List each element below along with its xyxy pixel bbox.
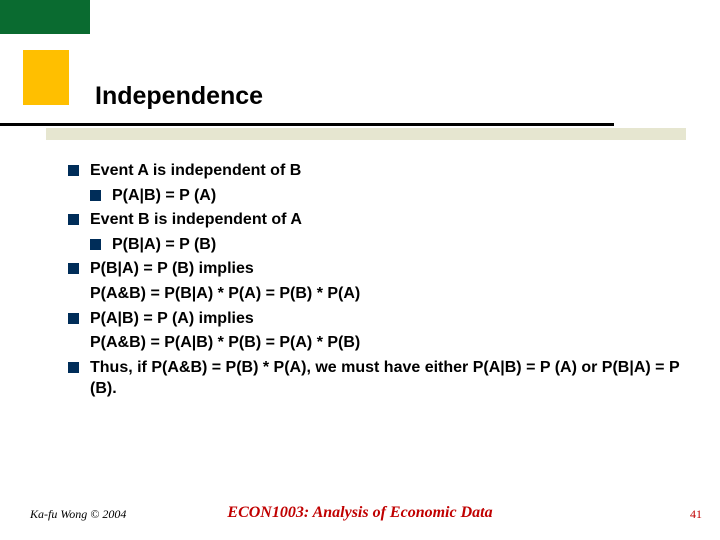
bullet-continuation: P(A&B) = P(A|B) * P(B) = P(A) * P(B)	[68, 332, 682, 354]
slide: Independence Event A is independent of B…	[0, 0, 720, 540]
footer-course-title: ECON1003: Analysis of Economic Data	[0, 504, 720, 522]
bullet-level2: P(B|A) = P (B)	[68, 234, 682, 256]
slide-content: Event A is independent of B P(A|B) = P (…	[68, 160, 682, 403]
footer-page-number: 41	[690, 507, 702, 522]
bullet-level2: P(A|B) = P (A)	[68, 185, 682, 207]
title-underline-light	[46, 128, 686, 140]
bullet-level1: P(A|B) = P (A) implies	[68, 308, 682, 330]
title-underline-dark	[0, 123, 614, 126]
bullet-continuation: P(A&B) = P(B|A) * P(A) = P(B) * P(A)	[68, 283, 682, 305]
bullet-level1: Event B is independent of A	[68, 209, 682, 231]
bullet-level1: P(B|A) = P (B) implies	[68, 258, 682, 280]
bullet-level1: Event A is independent of B	[68, 160, 682, 182]
slide-title: Independence	[95, 82, 263, 111]
bullet-level1: Thus, if P(A&B) = P(B) * P(A), we must h…	[68, 357, 682, 400]
corner-green-decoration	[0, 0, 90, 34]
corner-yellow-decoration	[23, 50, 69, 105]
